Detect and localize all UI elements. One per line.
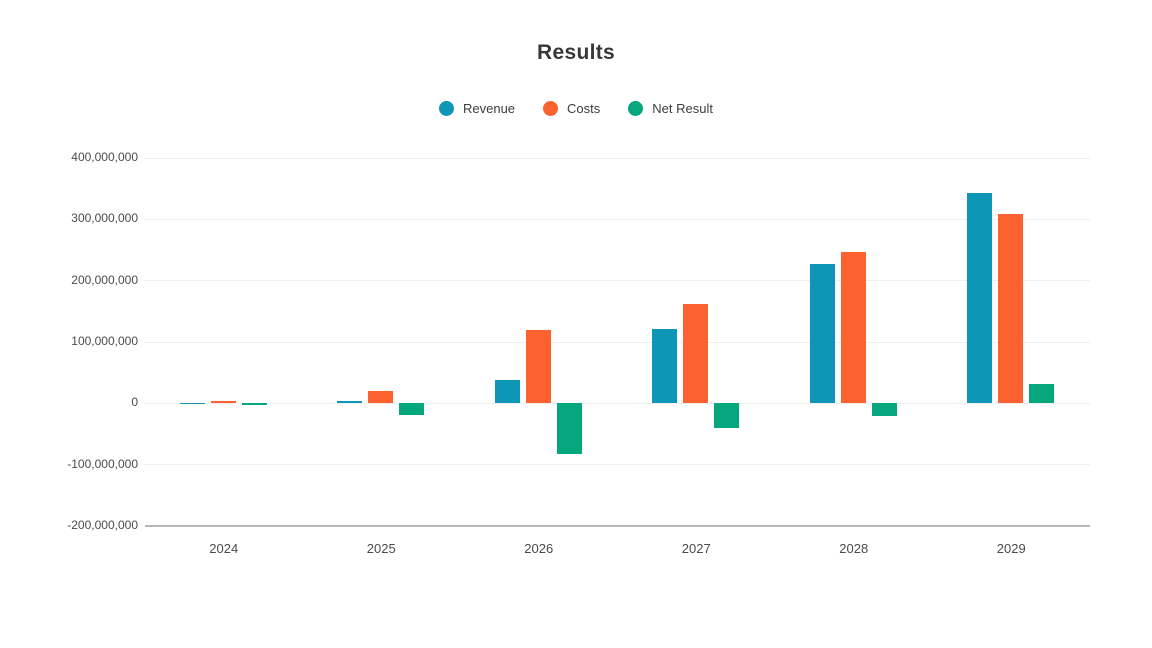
legend-dot-costs-icon xyxy=(543,101,559,116)
legend: Revenue Costs Net Result xyxy=(0,101,1152,116)
bar-costs-2028[interactable] xyxy=(840,252,866,404)
chart-title: Results xyxy=(537,41,615,64)
bar-revenue-2026[interactable] xyxy=(494,380,520,404)
y-axis-tick-label: 400,000,000 xyxy=(71,150,138,164)
bar-net-result-2025[interactable] xyxy=(399,403,425,415)
legend-dot-net-result-icon xyxy=(628,101,644,116)
y-axis-tick-label: -200,000,000 xyxy=(67,518,138,532)
legend-item-costs[interactable]: Costs xyxy=(543,101,600,116)
gridline xyxy=(145,218,1090,220)
bar-revenue-2027[interactable] xyxy=(652,328,678,404)
bar-net-result-2026[interactable] xyxy=(556,403,582,454)
x-axis-label-2026: 2026 xyxy=(524,541,554,556)
bar-revenue-2028[interactable] xyxy=(809,264,835,404)
gridline xyxy=(145,464,1090,466)
gridline xyxy=(145,402,1090,404)
bar-costs-2024[interactable] xyxy=(210,401,236,404)
bar-net-result-2028[interactable] xyxy=(871,403,897,417)
legend-dot-revenue-icon xyxy=(439,101,454,116)
legend-item-revenue[interactable]: Revenue xyxy=(439,101,515,116)
bar-costs-2026[interactable] xyxy=(525,330,551,404)
y-axis-tick-label: 200,000,000 xyxy=(71,272,138,287)
legend-label-revenue: Revenue xyxy=(463,101,516,116)
y-axis-tick-label: 100,000,000 xyxy=(71,334,138,348)
legend-label-net-result: Net Result xyxy=(652,101,713,116)
x-axis-label-2025: 2025 xyxy=(366,541,396,556)
bar-net-result-2029[interactable] xyxy=(1029,383,1055,404)
gridline xyxy=(145,280,1090,282)
x-axis-label-2028: 2028 xyxy=(839,541,869,556)
bar-revenue-2029[interactable] xyxy=(967,192,993,404)
bar-revenue-2025[interactable] xyxy=(337,400,363,404)
x-axis-label-2027: 2027 xyxy=(681,541,711,556)
bar-costs-2025[interactable] xyxy=(368,391,394,404)
bar-net-result-2024[interactable] xyxy=(241,403,267,406)
x-axis-label-2024: 2024 xyxy=(209,541,239,556)
y-axis-tick-label: -100,000,000 xyxy=(67,456,138,471)
legend-item-net-result[interactable]: Net Result xyxy=(628,101,713,116)
legend-label-costs: Costs xyxy=(567,101,601,116)
y-axis-tick-label: 300,000,000 xyxy=(71,211,138,226)
bar-net-result-2027[interactable] xyxy=(714,403,740,428)
gridline xyxy=(145,341,1090,343)
y-axis-tick-label: 0 xyxy=(131,395,138,410)
bar-costs-2029[interactable] xyxy=(998,213,1024,404)
x-axis-baseline xyxy=(145,525,1090,527)
gridline xyxy=(145,157,1090,159)
bar-costs-2027[interactable] xyxy=(683,303,709,404)
x-axis-label-2029: 2029 xyxy=(996,541,1026,556)
